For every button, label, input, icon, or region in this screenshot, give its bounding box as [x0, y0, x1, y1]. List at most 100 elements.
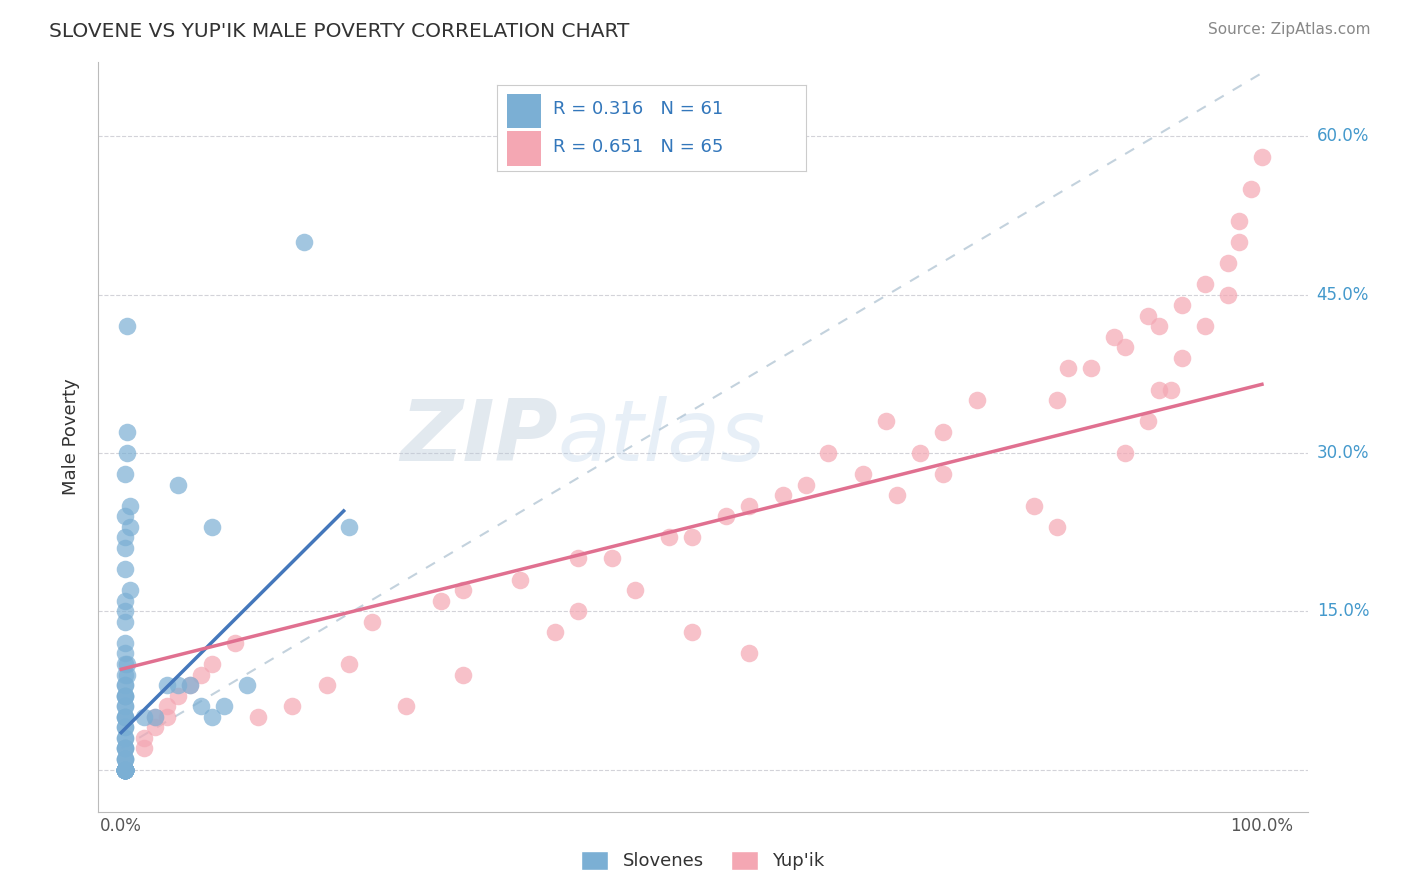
Point	[114, 604, 136, 618]
Point	[1216, 256, 1239, 270]
Point	[658, 530, 681, 544]
Point	[167, 678, 190, 692]
Point	[114, 763, 136, 777]
Point	[114, 699, 136, 714]
Point	[179, 678, 201, 692]
Point	[114, 541, 136, 555]
Text: ZIP: ZIP	[401, 395, 558, 479]
Point	[737, 499, 759, 513]
Point	[292, 235, 315, 249]
Point	[908, 446, 931, 460]
Point	[114, 593, 136, 607]
Point	[114, 731, 136, 745]
Point	[212, 699, 235, 714]
Point	[114, 763, 136, 777]
Point	[114, 720, 136, 734]
Point	[114, 763, 136, 777]
Point	[114, 763, 136, 777]
Y-axis label: Male Poverty: Male Poverty	[62, 379, 80, 495]
Point	[114, 741, 136, 756]
Point	[1136, 309, 1159, 323]
Point	[114, 763, 136, 777]
Point	[201, 657, 224, 671]
Point	[114, 509, 136, 524]
Point	[1057, 361, 1080, 376]
Point	[167, 477, 190, 491]
Point	[114, 763, 136, 777]
Point	[1046, 393, 1069, 408]
Point	[114, 615, 136, 629]
Point	[429, 593, 451, 607]
Point	[114, 731, 136, 745]
Point	[235, 678, 257, 692]
Point	[114, 763, 136, 777]
Point	[224, 636, 246, 650]
Point	[114, 763, 136, 777]
Point	[114, 741, 136, 756]
Text: 15.0%: 15.0%	[1316, 602, 1369, 620]
Point	[114, 710, 136, 724]
Point	[156, 710, 179, 724]
Point	[114, 562, 136, 576]
Point	[167, 689, 190, 703]
Point	[361, 615, 384, 629]
Point	[1251, 150, 1274, 164]
Point	[115, 657, 138, 671]
Point	[875, 414, 897, 428]
Point	[156, 678, 179, 692]
Point	[544, 625, 567, 640]
Point	[114, 763, 136, 777]
Point	[1239, 182, 1261, 196]
Point	[337, 520, 360, 534]
Point	[737, 647, 759, 661]
Point	[114, 763, 136, 777]
Point	[120, 499, 142, 513]
Point	[623, 583, 645, 598]
Point	[114, 710, 136, 724]
Point	[1022, 499, 1045, 513]
Point	[114, 763, 136, 777]
Point	[114, 689, 136, 703]
Point	[145, 710, 167, 724]
Point	[567, 551, 589, 566]
Point	[145, 720, 167, 734]
Point	[132, 731, 155, 745]
Point	[201, 520, 224, 534]
Point	[114, 763, 136, 777]
Point	[1102, 330, 1125, 344]
Point	[1114, 340, 1136, 354]
Point	[395, 699, 418, 714]
Point	[114, 699, 136, 714]
Point	[114, 636, 136, 650]
Point	[1080, 361, 1102, 376]
Point	[114, 763, 136, 777]
Point	[145, 710, 167, 724]
Point	[1136, 414, 1159, 428]
Point	[114, 763, 136, 777]
Point	[114, 689, 136, 703]
Legend: Slovenes, Yup'ik: Slovenes, Yup'ik	[574, 844, 832, 878]
Point	[600, 551, 623, 566]
Point	[114, 678, 136, 692]
Point	[852, 467, 875, 481]
Point	[1114, 446, 1136, 460]
Point	[156, 699, 179, 714]
Text: Source: ZipAtlas.com: Source: ZipAtlas.com	[1208, 22, 1371, 37]
Point	[1227, 213, 1250, 227]
Point	[315, 678, 337, 692]
Point	[114, 752, 136, 766]
Point	[114, 467, 136, 481]
Point	[179, 678, 201, 692]
Point	[120, 520, 142, 534]
Point	[115, 425, 138, 439]
Point	[114, 530, 136, 544]
Point	[1046, 520, 1069, 534]
Point	[190, 667, 212, 681]
Point	[114, 667, 136, 681]
Point	[1171, 351, 1194, 365]
Point	[1194, 277, 1216, 291]
Point	[114, 763, 136, 777]
Point	[114, 678, 136, 692]
Point	[931, 467, 953, 481]
Point	[337, 657, 360, 671]
